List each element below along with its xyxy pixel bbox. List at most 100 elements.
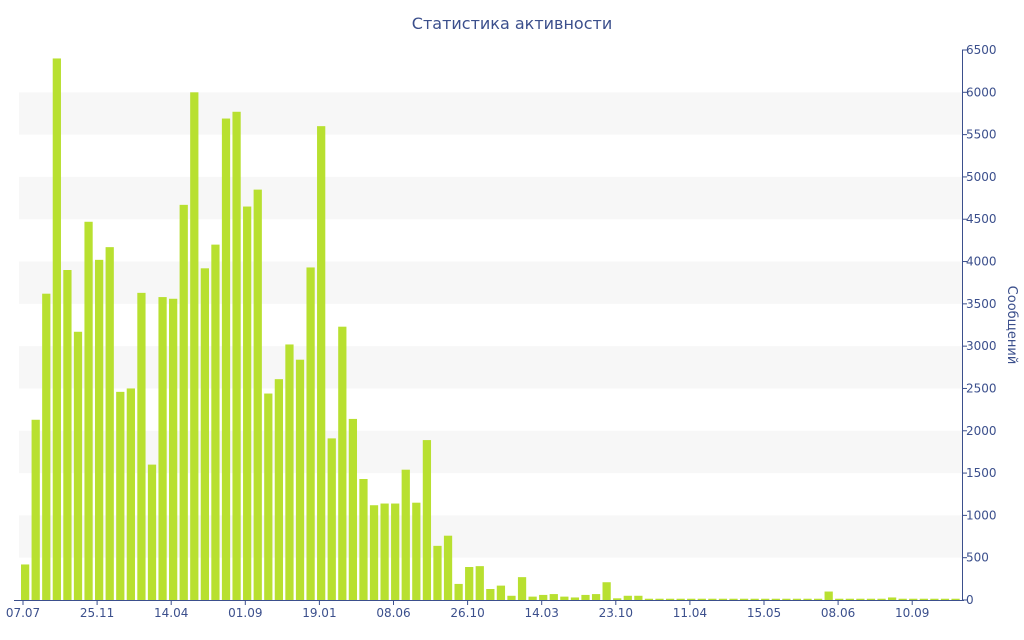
bar[interactable] <box>835 598 844 600</box>
bar[interactable] <box>169 298 178 600</box>
bar[interactable] <box>443 535 453 600</box>
bar[interactable] <box>507 595 516 600</box>
bar[interactable] <box>528 596 537 600</box>
bar[interactable] <box>190 92 199 600</box>
bar[interactable] <box>602 582 611 600</box>
bar[interactable] <box>866 598 876 600</box>
bar[interactable] <box>591 594 601 600</box>
bar[interactable] <box>211 244 220 600</box>
y-tick-label: 1000 <box>966 508 997 522</box>
bar[interactable] <box>887 597 897 600</box>
bar[interactable] <box>348 418 358 600</box>
bar[interactable] <box>84 221 93 600</box>
bar[interactable] <box>42 293 51 600</box>
bar[interactable] <box>877 598 886 600</box>
bar[interactable] <box>549 594 558 600</box>
bar[interactable] <box>739 598 749 600</box>
bar[interactable] <box>856 598 865 600</box>
bar[interactable] <box>274 379 283 600</box>
grid-band <box>19 261 962 304</box>
bar[interactable] <box>940 598 950 600</box>
bar[interactable] <box>655 598 664 600</box>
bar[interactable] <box>401 469 410 600</box>
bar[interactable] <box>803 598 812 600</box>
bar[interactable] <box>792 598 802 600</box>
bar[interactable] <box>919 598 928 600</box>
bar[interactable] <box>327 438 336 600</box>
bar[interactable] <box>623 595 632 600</box>
bar[interactable] <box>570 597 580 600</box>
bar[interactable] <box>718 598 728 600</box>
bar[interactable] <box>898 598 907 600</box>
bar[interactable] <box>306 267 315 600</box>
bar[interactable] <box>126 388 135 600</box>
bar[interactable] <box>31 419 40 600</box>
bar[interactable] <box>116 391 125 600</box>
bar[interactable] <box>200 268 209 600</box>
bar[interactable] <box>285 344 294 600</box>
bar[interactable] <box>613 598 622 600</box>
bar[interactable] <box>708 598 717 600</box>
x-tick-label: 10.09 <box>895 606 929 620</box>
bar[interactable] <box>317 126 326 601</box>
bar[interactable] <box>581 594 590 600</box>
y-axis: 0 500 1000 1500 2000 2500 3000 3500 4000 4500 5000… <box>962 43 997 607</box>
bar[interactable] <box>750 598 759 600</box>
bar[interactable] <box>412 502 421 600</box>
bar[interactable] <box>687 598 696 600</box>
bar[interactable] <box>845 598 854 600</box>
bar[interactable] <box>782 598 791 600</box>
bar[interactable] <box>63 270 72 600</box>
bar[interactable] <box>560 596 569 600</box>
bar[interactable] <box>422 440 432 600</box>
bar[interactable] <box>232 111 241 601</box>
bar[interactable] <box>179 204 188 600</box>
bar[interactable] <box>105 247 114 600</box>
bar[interactable] <box>158 297 167 600</box>
bar[interactable] <box>52 58 61 600</box>
bar[interactable] <box>73 331 83 600</box>
bar[interactable] <box>243 206 252 601</box>
bar[interactable] <box>475 566 484 600</box>
bar[interactable] <box>380 503 389 600</box>
bar[interactable] <box>433 545 442 600</box>
bar[interactable] <box>930 598 939 600</box>
bar[interactable] <box>697 598 706 600</box>
bar[interactable] <box>951 598 960 600</box>
y-tick-label: 6000 <box>966 85 997 99</box>
bar[interactable] <box>824 591 833 600</box>
bar[interactable] <box>454 583 463 600</box>
bar[interactable] <box>729 598 738 600</box>
bar[interactable] <box>539 594 548 600</box>
bar[interactable] <box>295 359 305 600</box>
bar[interactable] <box>221 118 231 600</box>
bar[interactable] <box>147 464 157 600</box>
bar[interactable] <box>813 598 823 600</box>
bar[interactable] <box>253 189 262 600</box>
bar[interactable] <box>496 585 506 600</box>
bar[interactable] <box>137 292 146 600</box>
y-tick-label: 4500 <box>966 212 997 226</box>
bar[interactable] <box>369 505 379 600</box>
bar[interactable] <box>264 393 273 600</box>
bar[interactable] <box>771 598 780 600</box>
bar[interactable] <box>359 479 368 600</box>
bar[interactable] <box>21 564 30 600</box>
bar[interactable] <box>95 259 104 600</box>
y-tick-label: 0 <box>966 593 974 607</box>
bar[interactable] <box>665 598 675 600</box>
bar[interactable] <box>644 598 654 600</box>
x-axis: 07.07 25.11 14.04 01.09 19.01 08.06 26.10 14.03… <box>6 600 964 620</box>
bar[interactable] <box>676 598 685 600</box>
bar[interactable] <box>486 589 495 600</box>
bar[interactable] <box>517 577 527 600</box>
bar[interactable] <box>909 598 918 600</box>
bar[interactable] <box>338 326 347 600</box>
grid-band <box>19 176 962 220</box>
bar[interactable] <box>634 595 643 600</box>
bar[interactable] <box>465 567 474 600</box>
x-tick-label: 07.07 <box>6 606 40 620</box>
bar[interactable] <box>391 503 400 600</box>
bar[interactable] <box>761 598 770 600</box>
